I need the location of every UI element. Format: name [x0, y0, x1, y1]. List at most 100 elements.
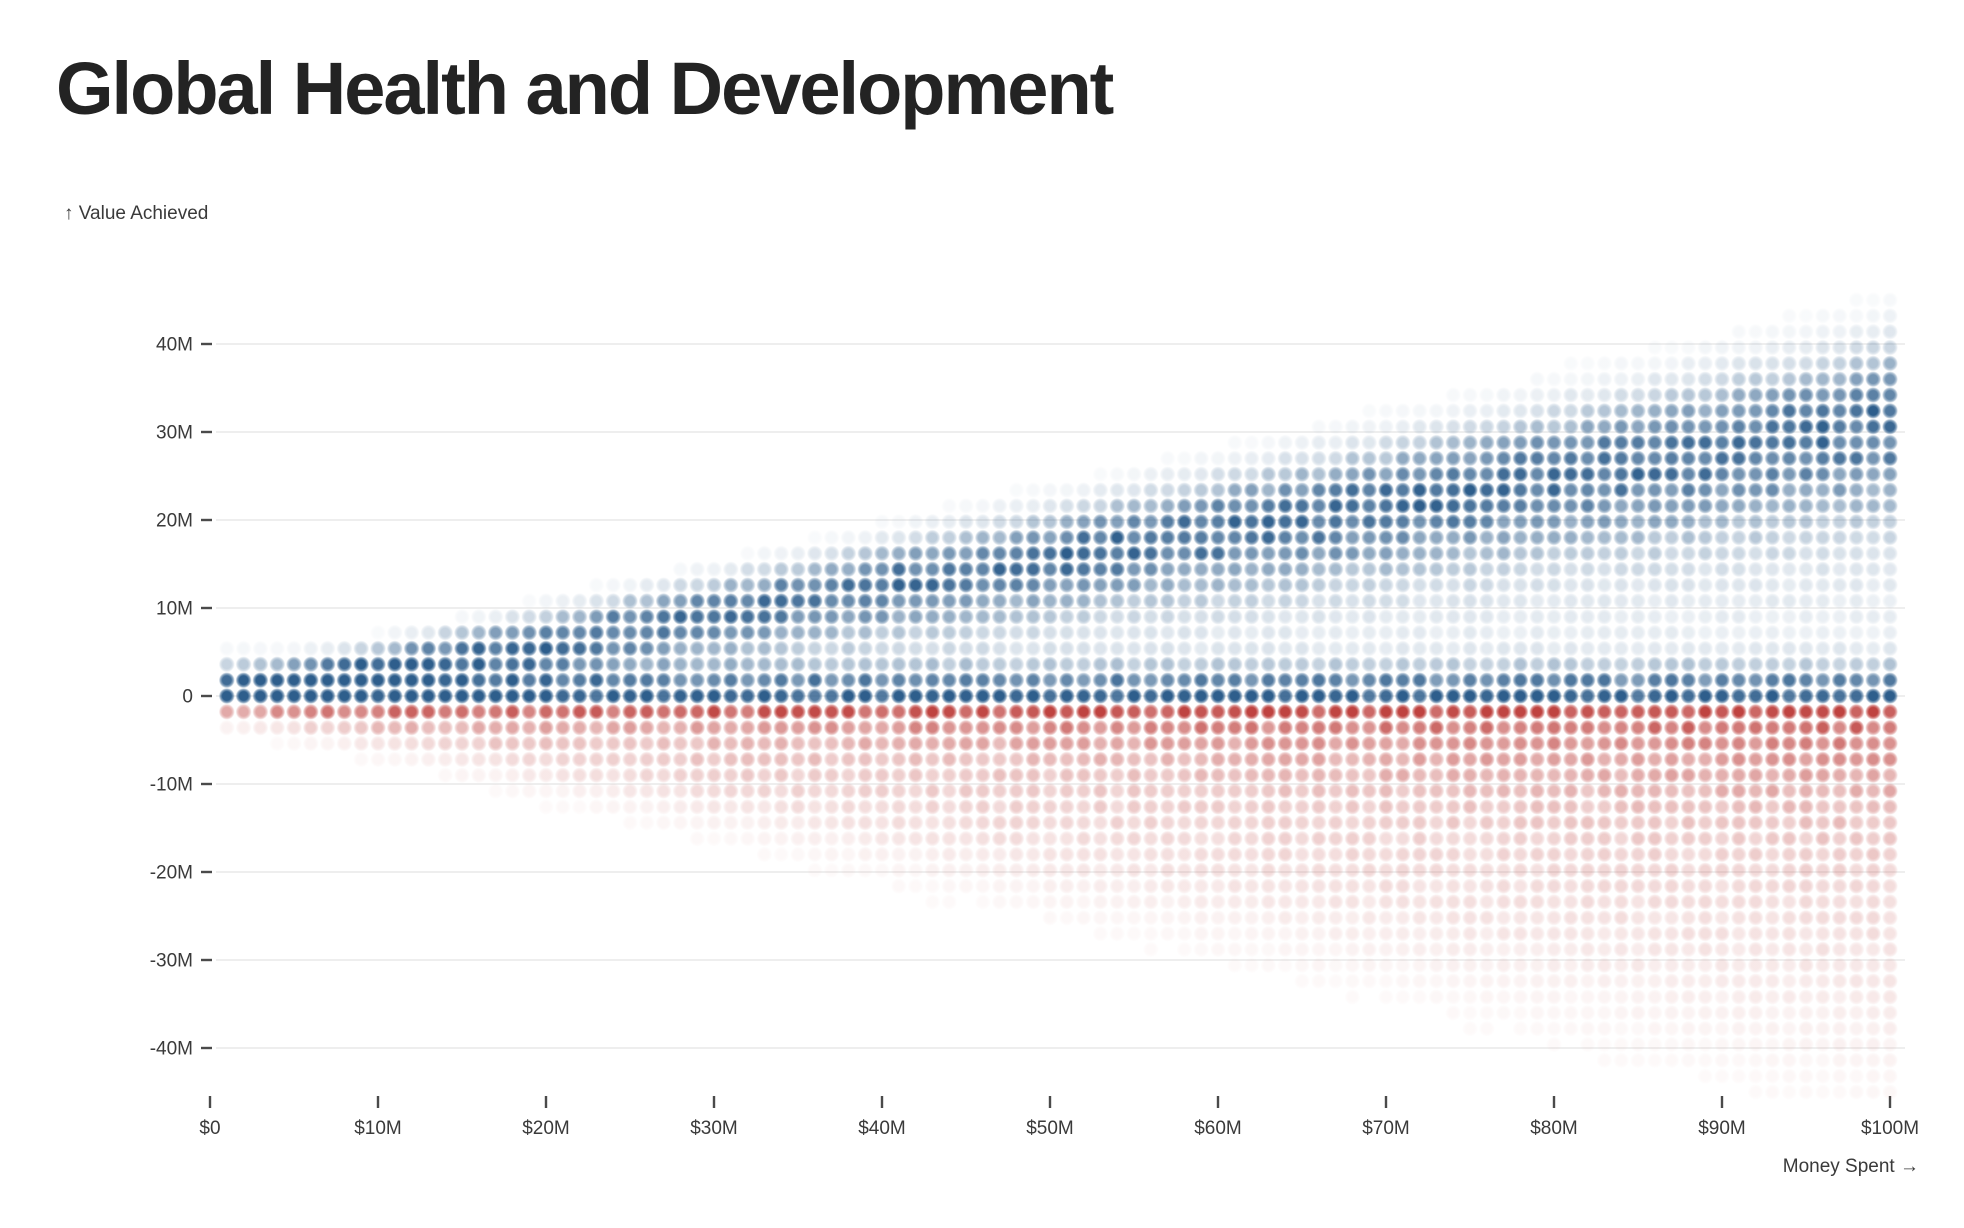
probability-dot: [1562, 846, 1579, 863]
probability-dot: [1428, 577, 1445, 594]
probability-dot: [1529, 1004, 1546, 1021]
probability-dot: [1294, 656, 1310, 673]
probability-dot: [655, 798, 672, 815]
probability-dot: [1176, 450, 1192, 466]
probability-dot: [1730, 513, 1747, 530]
probability-dot: [1781, 1068, 1798, 1085]
probability-dot: [370, 703, 386, 720]
probability-dot: [1109, 577, 1126, 594]
probability-dot: [1193, 640, 1210, 657]
probability-dot: [504, 688, 521, 704]
probability-dot: [1596, 925, 1613, 942]
probability-dot: [1714, 957, 1730, 974]
probability-dot: [1747, 418, 1764, 435]
probability-dot: [1781, 909, 1798, 926]
probability-dot: [655, 593, 672, 609]
probability-dot: [974, 878, 991, 895]
probability-dot: [1697, 830, 1714, 847]
probability-dot: [991, 529, 1008, 546]
probability-dot: [1697, 608, 1714, 625]
probability-dot: [1428, 925, 1445, 942]
probability-dot: [1075, 482, 1092, 499]
probability-dot: [1428, 497, 1445, 514]
probability-dot: [286, 735, 302, 752]
probability-dot: [1562, 719, 1579, 736]
probability-dot: [1529, 989, 1546, 1005]
probability-dot: [1193, 751, 1210, 768]
probability-dot: [1781, 893, 1798, 910]
probability-dot: [1848, 450, 1865, 467]
probability-dot: [1747, 688, 1764, 704]
probability-dot: [1176, 703, 1193, 720]
probability-dot: [420, 624, 437, 641]
probability-dot: [739, 561, 756, 578]
probability-dot: [806, 751, 823, 768]
probability-dot: [941, 545, 958, 562]
probability-dot: [1495, 688, 1512, 704]
probability-dot: [1714, 624, 1730, 641]
probability-dot: [1428, 608, 1445, 625]
probability-dot: [1176, 466, 1193, 483]
probability-dot: [1310, 941, 1327, 958]
probability-dot: [1730, 672, 1747, 689]
probability-dot: [1798, 450, 1814, 467]
probability-dot: [1277, 941, 1294, 958]
probability-dot: [1176, 672, 1193, 689]
probability-dot: [1226, 735, 1243, 752]
probability-dot: [1310, 862, 1327, 879]
probability-dot: [1025, 862, 1042, 879]
probability-dot: [554, 767, 571, 784]
page-title: Global Health and Development: [56, 47, 1114, 130]
probability-dot: [1848, 371, 1865, 388]
probability-dot: [1176, 830, 1193, 847]
probability-dot: [336, 672, 353, 689]
probability-dot: [790, 561, 806, 578]
probability-dot: [554, 624, 571, 641]
probability-dot: [974, 735, 991, 752]
probability-dot: [1126, 893, 1142, 910]
probability-dot: [1714, 513, 1730, 530]
probability-dot: [991, 656, 1008, 673]
probability-dot: [1327, 640, 1344, 657]
probability-dot: [1865, 783, 1882, 799]
probability-dot: [907, 624, 924, 641]
probability-dot: [1378, 830, 1394, 847]
probability-dot: [958, 513, 974, 530]
probability-dot: [1142, 783, 1159, 799]
probability-dot: [386, 751, 403, 768]
probability-dot: [588, 640, 605, 657]
probability-dot: [1814, 672, 1831, 689]
probability-dot: [1394, 656, 1411, 673]
probability-dot: [1411, 593, 1428, 609]
probability-dot: [790, 688, 806, 704]
probability-dot: [1277, 783, 1294, 799]
probability-dot: [722, 593, 739, 609]
probability-dot: [1882, 925, 1898, 942]
probability-dot: [1663, 941, 1680, 958]
probability-dot: [1109, 593, 1126, 609]
probability-dot: [454, 608, 470, 625]
probability-dot: [1663, 798, 1680, 815]
probability-dot: [1529, 830, 1546, 847]
probability-dot: [1462, 878, 1478, 895]
probability-dot: [470, 735, 487, 752]
probability-dot: [1680, 941, 1697, 958]
probability-dot: [1714, 418, 1730, 435]
probability-dot: [1159, 798, 1176, 815]
probability-dot: [1798, 688, 1814, 704]
probability-dot: [1865, 608, 1882, 625]
probability-dot: [1546, 434, 1562, 451]
probability-dot: [1831, 688, 1848, 704]
probability-dot: [1529, 862, 1546, 879]
probability-dot: [1546, 830, 1562, 847]
probability-dot: [1210, 497, 1226, 514]
probability-dot: [1596, 624, 1613, 641]
probability-dot: [1428, 434, 1445, 451]
probability-dot: [1680, 1004, 1697, 1021]
probability-dot: [571, 593, 588, 609]
probability-dot: [1445, 925, 1462, 942]
probability-dot: [1882, 846, 1898, 863]
probability-dot: [571, 688, 588, 704]
probability-dot: [1411, 957, 1428, 974]
probability-dot: [1327, 466, 1344, 483]
